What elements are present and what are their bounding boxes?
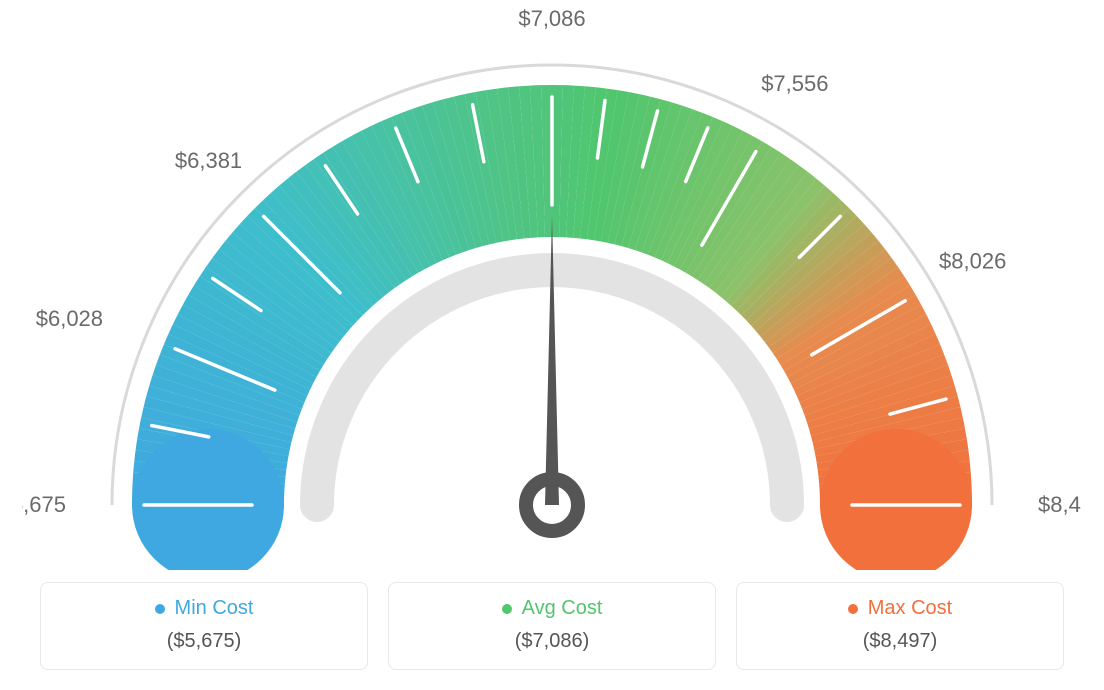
svg-text:$8,026: $8,026 [939,249,1006,274]
max-value: ($8,497) [747,630,1053,653]
max-dot-icon [848,604,858,614]
max-cost-card: Max Cost ($8,497) [736,582,1064,670]
svg-text:$7,556: $7,556 [761,71,828,96]
min-cost-card: Min Cost ($5,675) [40,582,368,670]
avg-cost-card: Avg Cost ($7,086) [388,582,716,670]
svg-text:$8,497: $8,497 [1038,492,1082,517]
avg-dot-icon [502,604,512,614]
min-value: ($5,675) [51,630,357,653]
avg-value: ($7,086) [399,630,705,653]
min-title: Min Cost [175,597,254,620]
min-dot-icon [155,604,165,614]
gauge-svg: $5,675 $6,028 $6,381 $7,086 $7,556 $8,026 $8,4… [22,0,1082,570]
svg-text:$5,675: $5,675 [22,492,66,517]
summary-cards: Min Cost ($5,675) Avg Cost ($7,086) Max … [40,582,1064,670]
svg-text:$6,028: $6,028 [36,306,103,331]
svg-text:$7,086: $7,086 [518,6,585,31]
svg-text:$6,381: $6,381 [175,148,242,173]
max-title: Max Cost [868,597,952,620]
cost-gauge: $5,675 $6,028 $6,381 $7,086 $7,556 $8,026 $8,4… [0,0,1104,560]
avg-title: Avg Cost [522,597,603,620]
